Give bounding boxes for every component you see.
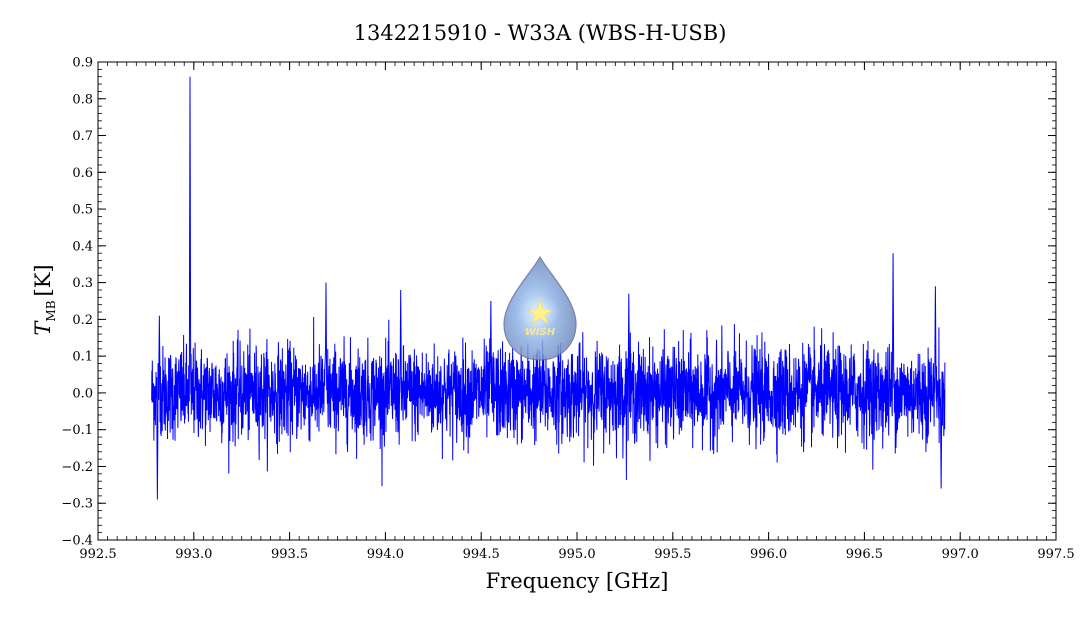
y-tick-label: −0.3 (61, 497, 93, 512)
y-axis-label-main: T (31, 320, 55, 336)
wish-logo: WISH (503, 255, 577, 361)
x-tick-label: 994.0 (367, 547, 404, 562)
y-tick-label: 0.3 (72, 276, 93, 291)
y-axis-label-unit: [K] (31, 264, 55, 296)
y-tick-label: −0.4 (61, 534, 93, 549)
x-tick-label: 992.5 (79, 547, 116, 562)
x-axis-label: Frequency [GHz] (486, 569, 669, 593)
y-tick-label: 0.6 (72, 166, 93, 181)
major-ticks (97, 61, 1057, 541)
y-tick-labels: −0.4 −0.3 −0.2 −0.1 0.0 0.1 0.2 0.3 0.4 0.5 0.6 0.7… (61, 56, 93, 549)
y-tick-label: −0.2 (61, 460, 93, 475)
y-axis-label-sub: MB (44, 300, 58, 321)
x-tick-labels: 992.5 993.0 993.5 994.0 994.5 995.0 995.5 996.0… (79, 547, 1074, 562)
x-tick-label: 995.0 (558, 547, 595, 562)
chart-title: 1342215910 - W33A (WBS-H-USB) (354, 21, 727, 45)
y-tick-label: 0.0 (72, 386, 93, 401)
x-tick-label: 993.0 (175, 547, 212, 562)
series-line (151, 76, 946, 500)
y-tick-label: 0.2 (72, 313, 93, 328)
x-tick-label: 995.5 (654, 547, 691, 562)
y-axis-label: TMB [K] (31, 264, 58, 335)
y-tick-label: 0.1 (72, 350, 93, 365)
x-tick-label: 993.5 (271, 547, 308, 562)
logo-text: WISH (525, 327, 556, 338)
x-tick-label: 994.5 (463, 547, 500, 562)
star-icon (527, 299, 553, 325)
svg-text:TMB[K]: TMB [K] (31, 264, 58, 335)
minor-ticks (97, 61, 1057, 541)
y-tick-label: −0.1 (61, 423, 93, 438)
y-tick-label: 0.9 (72, 56, 93, 71)
plot-frame (97, 61, 1057, 541)
x-tick-label: 997.5 (1037, 547, 1074, 562)
y-tick-label: 0.5 (72, 203, 93, 218)
y-tick-label: 0.8 (72, 92, 93, 107)
y-tick-label: 0.7 (72, 129, 93, 144)
x-tick-label: 996.0 (750, 547, 787, 562)
x-tick-label: 997.0 (942, 547, 979, 562)
x-tick-label: 996.5 (846, 547, 883, 562)
plot-area: 992.5 993.0 993.5 994.0 994.5 995.0 995.5 996.0… (61, 56, 1074, 563)
y-tick-label: 0.4 (72, 239, 93, 254)
